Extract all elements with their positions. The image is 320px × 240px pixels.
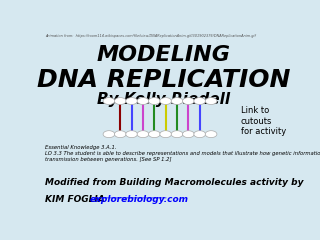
Circle shape bbox=[171, 131, 183, 138]
Circle shape bbox=[103, 131, 115, 138]
Circle shape bbox=[182, 131, 194, 138]
Circle shape bbox=[160, 98, 172, 104]
Text: Modified from Building Macromolecules activity by: Modified from Building Macromolecules ac… bbox=[45, 179, 303, 187]
Circle shape bbox=[194, 98, 205, 104]
Text: Animation from:  https://room114.wikispaces.com/file/view/DNAReplicationAnim.gif: Animation from: https://room114.wikispac… bbox=[45, 34, 256, 38]
Circle shape bbox=[126, 131, 138, 138]
Circle shape bbox=[126, 98, 138, 104]
Text: explorebiology.com: explorebiology.com bbox=[90, 195, 188, 204]
Text: MODELING: MODELING bbox=[97, 45, 231, 66]
Circle shape bbox=[194, 131, 205, 138]
Circle shape bbox=[182, 98, 194, 104]
Text: KIM FOGLIA: KIM FOGLIA bbox=[45, 195, 108, 204]
Text: Essential Knowledge 3.A.1.
LO 3.3 The student is able to describe representation: Essential Knowledge 3.A.1. LO 3.3 The st… bbox=[45, 145, 320, 162]
Text: By Kelly Riedell: By Kelly Riedell bbox=[97, 92, 231, 107]
Circle shape bbox=[148, 98, 160, 104]
Circle shape bbox=[205, 131, 217, 138]
Circle shape bbox=[148, 131, 160, 138]
Circle shape bbox=[171, 98, 183, 104]
Circle shape bbox=[103, 98, 115, 104]
Circle shape bbox=[160, 131, 172, 138]
Circle shape bbox=[205, 98, 217, 104]
Circle shape bbox=[137, 98, 149, 104]
Text: Link to
cutouts
for activity: Link to cutouts for activity bbox=[241, 106, 286, 136]
Circle shape bbox=[137, 131, 149, 138]
Circle shape bbox=[115, 98, 126, 104]
Circle shape bbox=[115, 131, 126, 138]
Text: DNA REPLICATION: DNA REPLICATION bbox=[37, 68, 291, 92]
